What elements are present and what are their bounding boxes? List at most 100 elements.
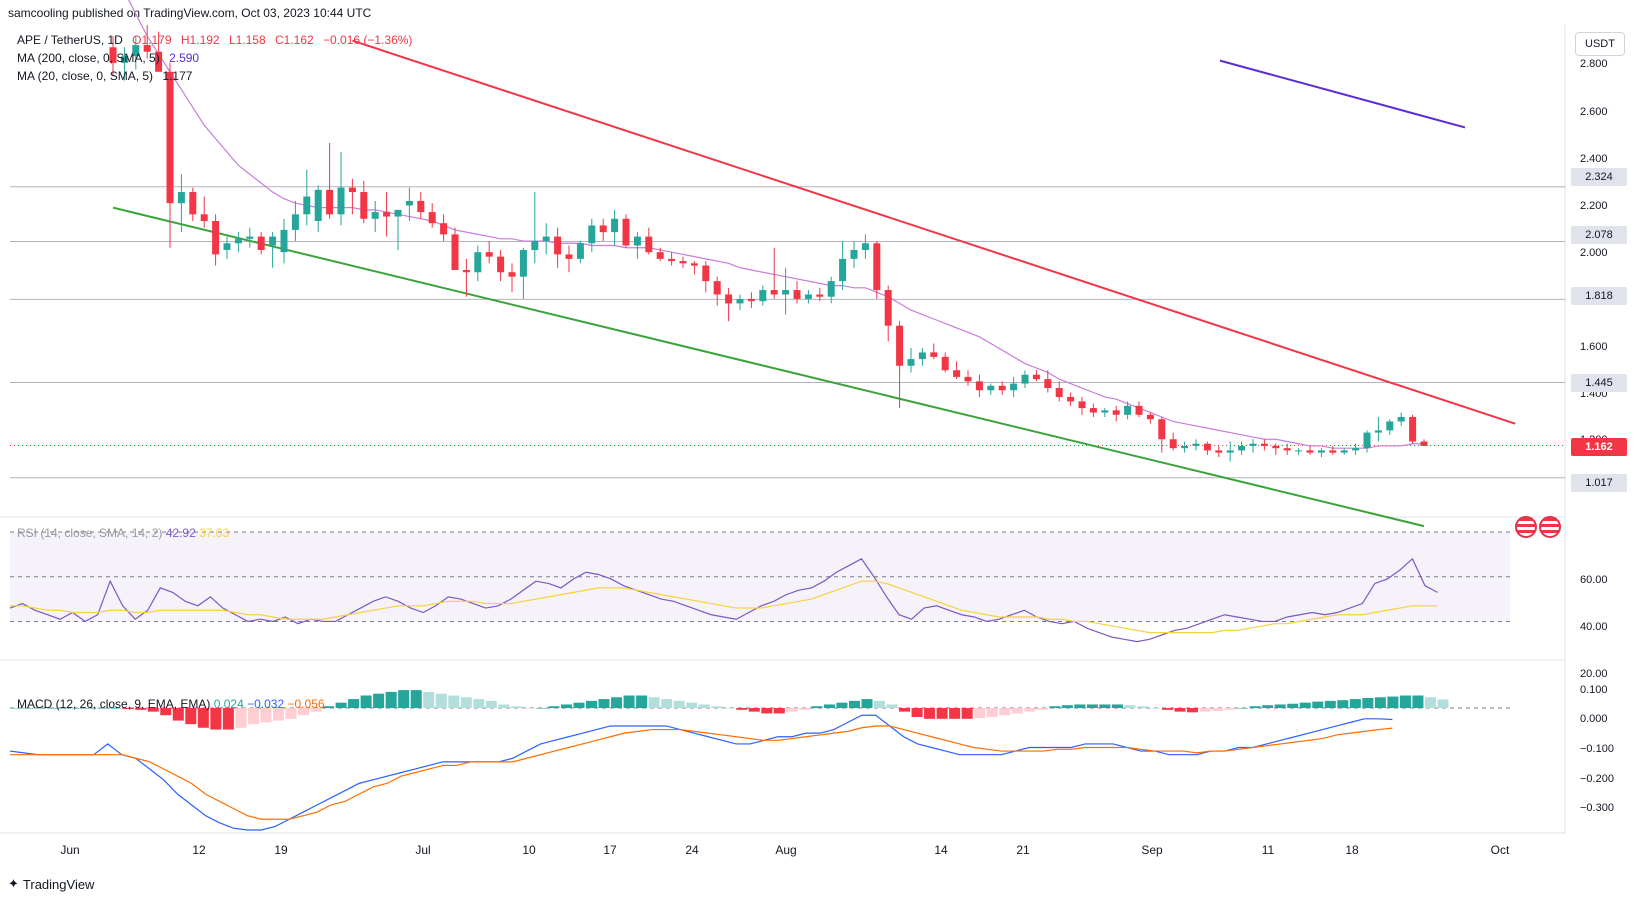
ma200-line	[1219, 59, 1466, 129]
candle-body	[177, 192, 185, 204]
macd-histogram-bar	[1324, 700, 1336, 709]
macd-histogram-bar	[22, 708, 34, 709]
macd-histogram-bar	[1274, 704, 1286, 709]
tradingview-logo-icon: ✦	[8, 876, 19, 891]
candle-body	[542, 236, 550, 242]
macd-histogram-bar	[986, 708, 998, 718]
candle-body	[850, 249, 858, 259]
price-axis-label: 2.400	[1580, 153, 1608, 165]
macd-label: MACD (12, 26, close, 9, EMA, EMA)	[17, 697, 211, 711]
candle-body	[166, 71, 174, 204]
macd-histogram-bar	[548, 706, 560, 709]
macd-histogram-bar	[1212, 708, 1224, 711]
candle-body	[645, 236, 653, 253]
candle-body	[234, 238, 242, 244]
macd-histogram-bar	[122, 708, 134, 710]
macd-histogram-bar	[1136, 706, 1148, 709]
macd-histogram-bar	[798, 708, 810, 710]
time-label: 11	[1261, 843, 1275, 857]
candle-body	[1283, 448, 1291, 451]
symbol-title[interactable]: APE / TetherUS, 1D	[17, 33, 123, 47]
macd-histogram-bar	[1036, 708, 1048, 710]
ma200-legend[interactable]: MA (200, close, 0, SMA, 5) 2.590	[17, 51, 205, 65]
macd-histogram-bar	[773, 708, 785, 714]
ma20-legend[interactable]: MA (20, close, 0, SMA, 5) 1.177	[17, 69, 198, 83]
macd-histogram-bar	[147, 708, 159, 712]
candle-body	[303, 196, 311, 215]
candle-body	[1260, 443, 1268, 446]
ohlc-close: C1.162	[274, 33, 314, 47]
macd-histogram-bar	[423, 691, 435, 709]
candle-body	[485, 252, 493, 257]
us-flag-icon[interactable]	[1515, 516, 1537, 538]
candle-body	[462, 270, 470, 273]
macd-histogram-bar	[498, 704, 510, 709]
level-tag: 1.017	[1571, 474, 1627, 492]
macd-axis-label: −0.100	[1580, 743, 1614, 755]
macd-legend[interactable]: MACD (12, 26, close, 9, EMA, EMA) 0.024 …	[17, 697, 325, 711]
candle-body	[360, 192, 368, 219]
macd-histogram-bar	[661, 699, 673, 709]
macd-histogram-bar	[1024, 708, 1036, 712]
macd-histogram-bar	[848, 700, 860, 709]
macd-histogram-bar	[160, 708, 172, 716]
macd-histogram-bar	[723, 708, 735, 709]
candle-body	[713, 281, 721, 295]
macd-axis-label: 0.000	[1580, 713, 1608, 725]
trendline-red	[352, 39, 1516, 425]
footer-brand[interactable]: ✦ TradingView	[8, 876, 94, 892]
rsi-legend[interactable]: RSI (14, close, SMA, 14, 2) 42.92 37.03	[17, 526, 229, 540]
macd-histogram-bar	[1349, 699, 1361, 709]
macd-histogram-bar	[611, 697, 623, 709]
us-flag-icon[interactable]	[1539, 516, 1561, 538]
time-label: Oct	[1490, 843, 1510, 857]
macd-histogram-bar	[961, 708, 973, 719]
candle-body	[1352, 448, 1360, 451]
ma200-value: 2.590	[169, 51, 200, 65]
candle-body	[155, 51, 163, 72]
rsi-label: RSI (14, close, SMA, 14, 2)	[17, 526, 163, 540]
candle-body	[690, 263, 698, 266]
price-axis-label: 2.200	[1580, 200, 1608, 212]
macd-histogram-bar	[1362, 698, 1374, 709]
ohlc-change: −0.016 (−1.36%)	[323, 33, 413, 47]
macd-histogram-bar	[323, 706, 335, 709]
macd-histogram-bar	[1224, 708, 1236, 710]
macd-histogram-bar	[999, 708, 1011, 716]
macd-histogram-bar	[222, 708, 234, 730]
macd-histogram-bar	[485, 700, 497, 709]
macd-histogram-bar	[598, 699, 610, 709]
macd-histogram-bar	[85, 708, 97, 709]
macd-histogram-bar	[949, 708, 961, 719]
candle-body	[326, 189, 334, 215]
macd-histogram-bar	[435, 693, 447, 709]
macd-histogram-bar	[1049, 706, 1061, 709]
macd-histogram-bar	[60, 708, 72, 709]
candle-body	[622, 218, 630, 246]
time-label: Jun	[60, 843, 80, 857]
candle-body	[588, 225, 596, 244]
rsi-value: 42.92	[165, 526, 196, 540]
candle-body	[1192, 443, 1200, 446]
time-label: 18	[1345, 843, 1359, 857]
macd-histogram-bar	[924, 708, 936, 719]
candle-body	[656, 252, 664, 259]
price-axis-label: 2.600	[1580, 106, 1608, 118]
candle-body	[1181, 445, 1189, 449]
macd-histogram-bar	[460, 697, 472, 709]
macd-histogram-bar	[1412, 695, 1424, 709]
macd-histogram-bar	[410, 690, 422, 709]
macd-histogram-bar	[1299, 702, 1311, 709]
candle-body	[405, 200, 413, 206]
candle-body	[873, 243, 881, 291]
candle-body	[428, 212, 436, 224]
candle-body	[1272, 445, 1280, 449]
currency-button[interactable]: USDT	[1575, 32, 1625, 56]
macd-histogram-bar	[1162, 708, 1174, 710]
event-flags[interactable]	[1515, 516, 1561, 538]
rsi-axis-label: 20.00	[1580, 668, 1608, 680]
macd-histogram-bar	[1287, 703, 1299, 709]
candle-body	[314, 189, 322, 221]
macd-histogram-bar	[110, 708, 122, 709]
